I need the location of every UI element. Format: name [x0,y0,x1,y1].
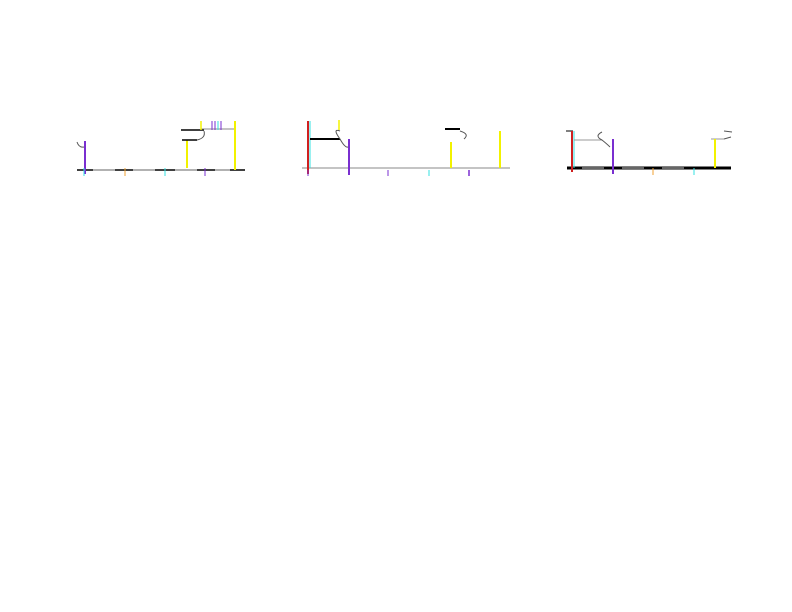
elevation-view-3 [566,130,733,175]
door-swing-arc [196,130,205,141]
door-swing-arc [597,131,611,148]
door-swing-arc [76,141,85,148]
door-swing-arc [459,130,467,140]
door-swing-arc [335,129,349,148]
door-swing-arc [723,130,733,140]
elevation-view-1 [76,121,245,176]
elevation-view-2 [302,120,510,176]
